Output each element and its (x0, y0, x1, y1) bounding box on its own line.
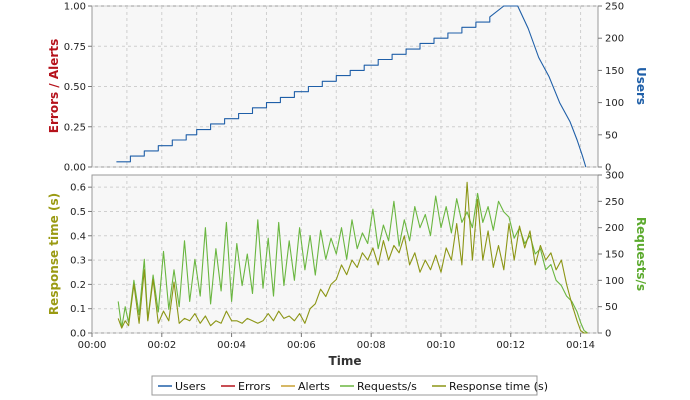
left-tick-label: 0.00 (64, 163, 86, 174)
bottom-right-axis-title: Requests/s (634, 217, 648, 291)
legend-label: Errors (238, 380, 271, 393)
top-grid (92, 5, 598, 168)
top-panel: 0.00 0.25 0.50 0.75 1.00 0 50 100 150 200 250 Err… (47, 2, 648, 174)
legend-item: Errors (221, 380, 271, 393)
series-line-response-time-s (117, 181, 588, 334)
legend-item: Users (158, 380, 206, 393)
right-tick-label: 300 (605, 171, 624, 182)
bottom-left-axis-title: Response time (s) (47, 193, 61, 315)
legend-label: Alerts (298, 380, 330, 393)
left-tick-label: 0.4 (70, 231, 86, 242)
right-tick-label: 0 (605, 163, 611, 174)
top-right-axis-ticks: 0 50 100 150 200 250 (598, 2, 624, 174)
x-tick-label: 00:06 (287, 340, 316, 351)
left-tick-label: 0.3 (70, 256, 86, 267)
legend-items: Users Errors Alerts Requests/s Response time… (158, 380, 548, 393)
right-tick-label: 250 (605, 2, 624, 13)
right-tick-label: 0 (605, 329, 611, 340)
right-tick-label: 200 (605, 34, 624, 45)
x-tick-label: 00:08 (357, 340, 386, 351)
legend-item: Alerts (281, 380, 330, 393)
left-tick-label: 0.2 (70, 280, 86, 291)
right-tick-label: 150 (605, 250, 624, 261)
left-tick-label: 0.1 (70, 304, 86, 315)
right-tick-label: 100 (605, 276, 624, 287)
top-left-axis-title: Errors / Alerts (47, 39, 61, 133)
left-tick-label: 0.75 (64, 42, 86, 53)
bottom-right-axis-ticks: 0 50 100 150 200 250 300 (598, 171, 624, 340)
x-tick-label: 00:04 (217, 340, 246, 351)
right-tick-label: 50 (605, 130, 618, 141)
left-tick-label: 1.00 (64, 2, 86, 13)
right-tick-label: 50 (605, 302, 618, 313)
left-tick-label: 0.25 (64, 122, 86, 133)
legend-label: Response time (s) (449, 380, 548, 393)
top-series (116, 5, 587, 168)
bottom-plot-area (91, 174, 599, 334)
right-tick-label: 100 (605, 98, 624, 109)
x-tick-label: 00:10 (427, 340, 456, 351)
right-tick-label: 250 (605, 197, 624, 208)
x-axis-title: Time (329, 354, 362, 368)
legend-label: Users (175, 380, 206, 393)
x-tick-label: 00:14 (566, 340, 595, 351)
legend-item: Requests/s (340, 380, 417, 393)
left-tick-label: 0.0 (70, 329, 86, 340)
x-tick-label: 00:00 (78, 340, 107, 351)
x-tick-label: 00:12 (496, 340, 525, 351)
bottom-panel: 0.0 0.1 0.2 0.3 0.4 0.5 0.6 0 50 100 150 200 250 300… (47, 171, 648, 369)
bottom-series (117, 181, 588, 334)
x-tick-label: 00:02 (147, 340, 176, 351)
series-line-users (116, 5, 587, 168)
legend-item: Response time (s) (432, 380, 548, 393)
right-tick-label: 150 (605, 66, 624, 77)
top-right-axis-title: Users (634, 67, 648, 105)
left-tick-label: 0.6 (70, 183, 86, 194)
legend: Users Errors Alerts Requests/s Response time… (151, 375, 548, 396)
x-axis-ticks: 00:00 00:02 00:04 00:06 00:08 00:10 00:12 00:14 (78, 333, 595, 351)
left-tick-label: 0.5 (70, 207, 86, 218)
left-tick-label: 0.50 (64, 82, 86, 93)
series-line-requests-s (117, 192, 588, 334)
legend-label: Requests/s (357, 380, 417, 393)
top-left-axis-ticks: 0.00 0.25 0.50 0.75 1.00 (64, 2, 92, 174)
bottom-left-axis-ticks: 0.0 0.1 0.2 0.3 0.4 0.5 0.6 (70, 183, 92, 340)
right-tick-label: 200 (605, 223, 624, 234)
